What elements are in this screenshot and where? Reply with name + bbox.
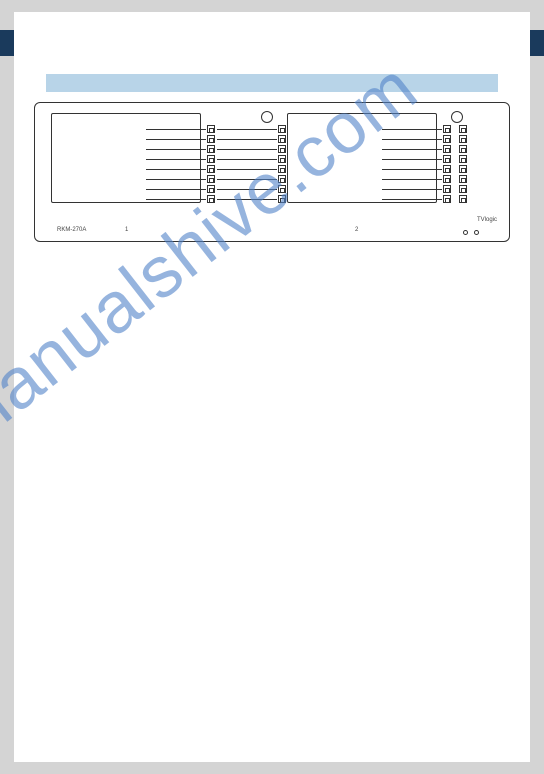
indicator-circles-right — [463, 230, 493, 235]
label-lines-left-2 — [217, 129, 277, 209]
button-column-a — [207, 125, 217, 205]
brand-label: TVlogic — [477, 217, 497, 223]
button-column-c — [443, 125, 453, 205]
knob-2 — [451, 111, 465, 125]
button-column-d — [459, 125, 469, 205]
device-front-panel-diagram: RKM-270A 1 2 TVlogic — [34, 102, 510, 242]
screen-1-label: 1 — [125, 227, 128, 233]
section-title-strip — [46, 74, 498, 92]
label-lines-right — [382, 129, 442, 209]
knob-1 — [261, 111, 275, 125]
manual-page: RKM-270A 1 2 TVlogic manualshive.com — [14, 12, 530, 762]
screen-2-label: 2 — [355, 227, 358, 233]
label-lines-left-1 — [146, 129, 206, 209]
button-column-b — [278, 125, 288, 205]
model-label: RKM-270A — [57, 227, 86, 233]
